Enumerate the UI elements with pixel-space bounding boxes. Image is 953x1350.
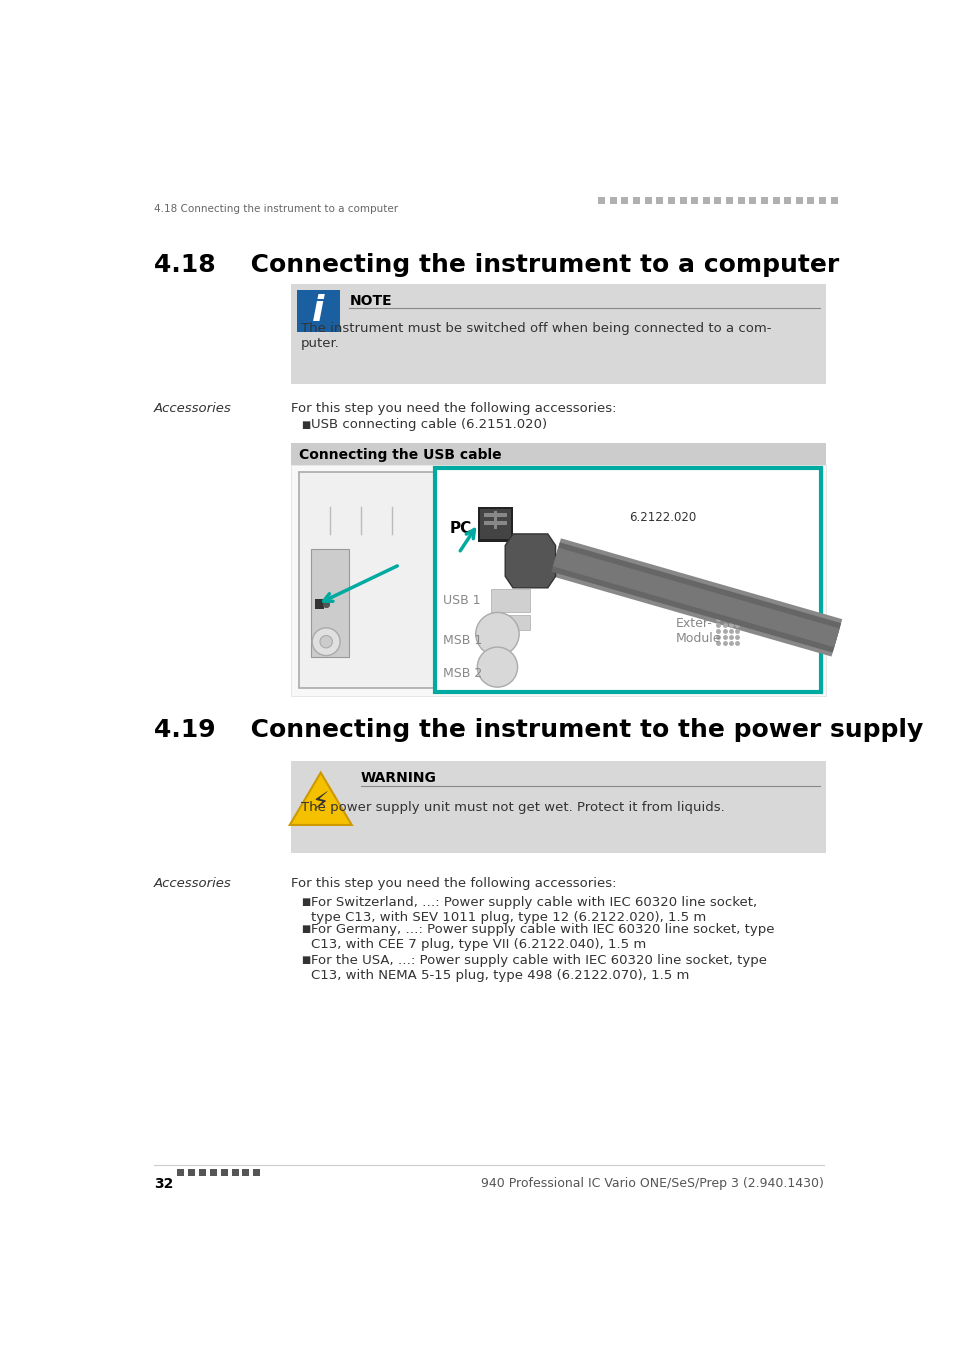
Text: Exter-
Module: Exter- Module — [675, 617, 720, 645]
Bar — [484, 513, 506, 517]
Text: 4.18    Connecting the instrument to a computer: 4.18 Connecting the instrument to a comp… — [154, 252, 839, 277]
Bar — [291, 464, 825, 695]
Bar — [188, 1169, 195, 1176]
Bar — [297, 290, 340, 332]
Text: For this step you need the following accessories:: For this step you need the following acc… — [291, 876, 617, 890]
Text: NOTE: NOTE — [349, 294, 392, 308]
Circle shape — [476, 613, 518, 656]
Text: ■: ■ — [301, 954, 311, 965]
Text: The instrument must be switched off when being connected to a com-
puter.: The instrument must be switched off when… — [300, 323, 770, 350]
Bar — [737, 197, 744, 204]
Bar — [210, 1169, 216, 1176]
Bar — [760, 197, 767, 204]
Bar — [314, 599, 323, 609]
Bar — [748, 197, 756, 204]
Bar — [679, 197, 686, 204]
Bar — [435, 468, 821, 691]
Text: i: i — [312, 293, 324, 328]
Bar — [477, 508, 513, 541]
Bar — [232, 1169, 238, 1176]
Bar — [484, 521, 506, 525]
Bar — [177, 1169, 184, 1176]
Polygon shape — [290, 772, 352, 825]
Circle shape — [319, 636, 332, 648]
Bar — [253, 1169, 260, 1176]
Bar — [609, 197, 617, 204]
Bar — [702, 197, 709, 204]
Text: 32: 32 — [154, 1177, 173, 1191]
Bar — [291, 443, 825, 464]
Text: For this step you need the following accessories:: For this step you need the following acc… — [291, 402, 617, 416]
Bar — [491, 590, 530, 613]
Text: For the USA, …: Power supply cable with IEC 60320 line socket, type
C13, with NE: For the USA, …: Power supply cable with … — [311, 953, 766, 981]
Polygon shape — [303, 474, 431, 495]
Bar — [491, 614, 530, 630]
Text: 6.2122.020: 6.2122.020 — [629, 510, 696, 524]
Text: MSB 1: MSB 1 — [443, 634, 482, 647]
Bar — [783, 197, 790, 204]
Bar — [656, 197, 662, 204]
Text: ■: ■ — [301, 420, 311, 429]
Text: For Germany, …: Power supply cable with IEC 60320 line socket, type
C13, with CE: For Germany, …: Power supply cable with … — [311, 923, 774, 950]
Text: MSB 2: MSB 2 — [443, 667, 482, 680]
Bar — [291, 761, 825, 853]
Bar — [806, 197, 814, 204]
Bar — [772, 197, 779, 204]
Bar — [480, 509, 510, 539]
Text: WARNING: WARNING — [360, 771, 436, 786]
Bar — [633, 197, 639, 204]
Text: PC: PC — [449, 521, 471, 536]
Text: 940 Professional IC Vario ONE/SeS/Prep 3 (2.940.1430): 940 Professional IC Vario ONE/SeS/Prep 3… — [480, 1177, 822, 1189]
Text: ■: ■ — [301, 925, 311, 934]
Bar — [199, 1169, 206, 1176]
Text: Accessories: Accessories — [154, 402, 232, 416]
Bar — [667, 197, 674, 204]
Bar — [242, 1169, 249, 1176]
Text: ■: ■ — [301, 898, 311, 907]
Text: Accessories: Accessories — [154, 876, 232, 890]
Bar — [291, 284, 825, 383]
Bar — [598, 197, 604, 204]
Text: 4.18 Connecting the instrument to a computer: 4.18 Connecting the instrument to a comp… — [154, 204, 397, 215]
Bar — [298, 472, 435, 688]
Circle shape — [476, 647, 517, 687]
Bar — [691, 197, 698, 204]
Bar — [819, 197, 825, 204]
Text: 4.19    Connecting the instrument to the power supply: 4.19 Connecting the instrument to the po… — [154, 718, 923, 743]
Text: For Switzerland, …: Power supply cable with IEC 60320 line socket,
type C13, wit: For Switzerland, …: Power supply cable w… — [311, 896, 757, 923]
Bar — [830, 197, 837, 204]
Polygon shape — [505, 533, 555, 587]
Bar — [493, 510, 497, 528]
Text: The power supply unit must not get wet. Protect it from liquids.: The power supply unit must not get wet. … — [300, 801, 723, 814]
Text: USB connecting cable (6.2151.020): USB connecting cable (6.2151.020) — [311, 417, 547, 431]
Bar — [714, 197, 720, 204]
Text: Connecting the USB cable: Connecting the USB cable — [298, 448, 501, 463]
Bar — [725, 197, 732, 204]
Text: USB 1: USB 1 — [443, 594, 480, 608]
Bar — [311, 549, 349, 657]
Text: ⚡: ⚡ — [312, 791, 329, 815]
Bar — [644, 197, 651, 204]
Circle shape — [312, 628, 340, 656]
Bar — [795, 197, 802, 204]
Bar — [620, 197, 628, 204]
Bar — [220, 1169, 228, 1176]
